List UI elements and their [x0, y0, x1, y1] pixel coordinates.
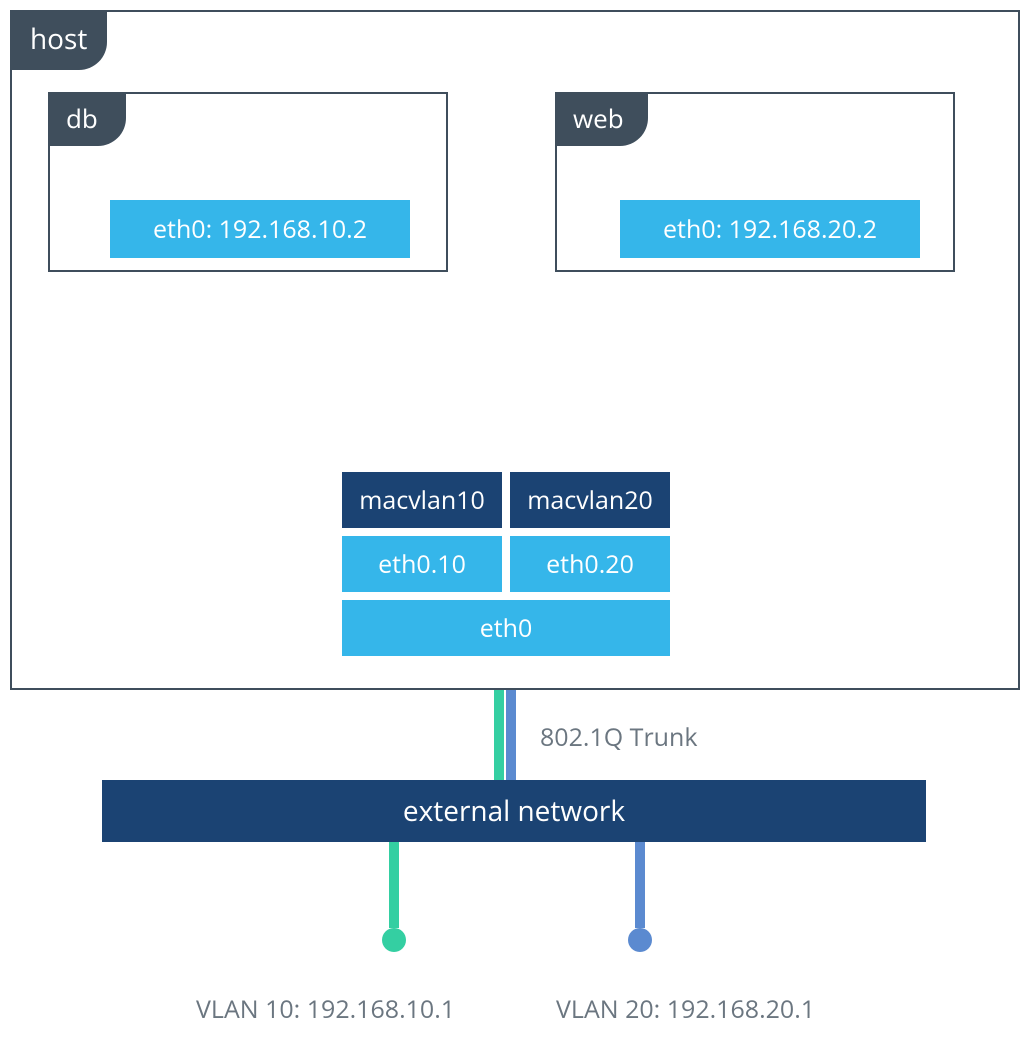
trunk-label: 802.1Q Trunk [540, 720, 697, 754]
vlan20-label: VLAN 20: 192.168.20.1 [556, 992, 815, 1026]
eth0: eth0 [342, 600, 670, 656]
external-network: external network [102, 780, 926, 842]
macvlan20: macvlan20 [510, 472, 670, 528]
db-eth0: eth0: 192.168.10.2 [110, 200, 410, 258]
vlan10-label: VLAN 10: 192.168.10.1 [196, 992, 455, 1026]
vlan10-endpoint [382, 928, 406, 952]
eth0-20: eth0.20 [510, 536, 670, 592]
macvlan10: macvlan10 [342, 472, 502, 528]
db-tab: db [48, 92, 126, 146]
vlan20-endpoint [628, 928, 652, 952]
host-tab: host [10, 10, 107, 70]
web-eth0: eth0: 192.168.20.2 [620, 200, 920, 258]
eth0-10: eth0.10 [342, 536, 502, 592]
web-tab: web [555, 92, 648, 146]
